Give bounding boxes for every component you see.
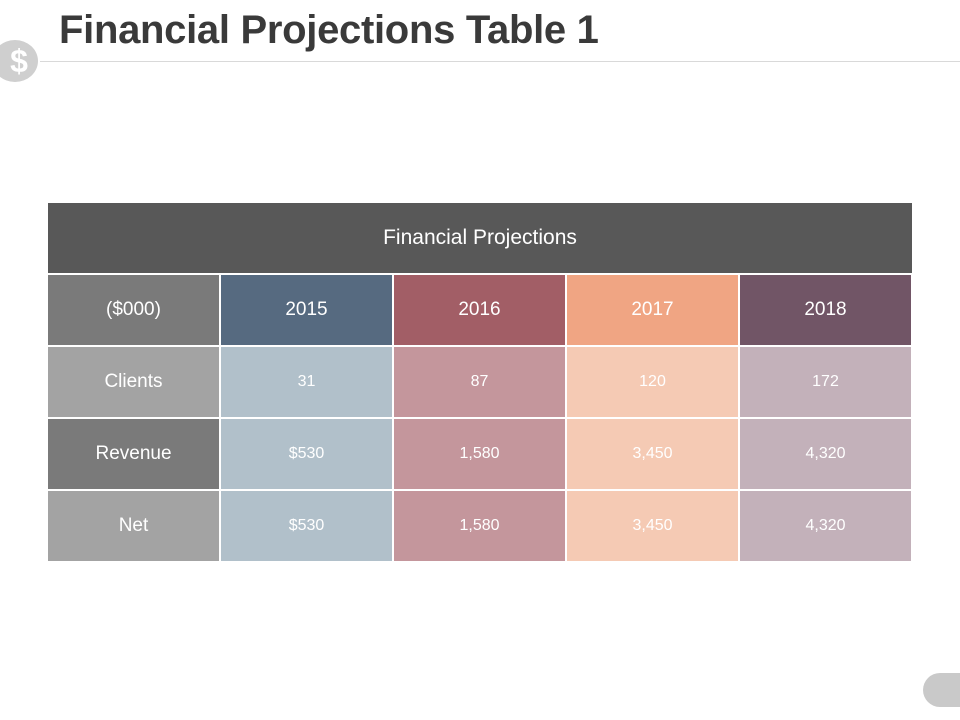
table-cell: 1,580 (394, 491, 565, 561)
table-cell: $530 (221, 419, 392, 489)
table-cell: 4,320 (740, 491, 911, 561)
table-cell: 4,320 (740, 419, 911, 489)
row-label-net: Net (48, 491, 219, 561)
slide-nav-pill[interactable] (923, 673, 960, 707)
page-title: Financial Projections Table 1 (59, 8, 599, 52)
unit-label-cell: ($000) (48, 275, 219, 345)
row-label-clients: Clients (48, 347, 219, 417)
year-cell-2017: 2017 (567, 275, 738, 345)
year-cell-2015: 2015 (221, 275, 392, 345)
table-cell: 1,580 (394, 419, 565, 489)
dollar-badge (0, 40, 38, 82)
table-header: Financial Projections (48, 203, 912, 273)
table-cell: 120 (567, 347, 738, 417)
year-header-row: ($000) 2015 2016 2017 2018 (48, 275, 912, 345)
row-label-revenue: Revenue (48, 419, 219, 489)
financial-projections-table: Financial Projections ($000) 2015 2016 2… (48, 203, 912, 561)
table-cell: 31 (221, 347, 392, 417)
table-cell: $530 (221, 491, 392, 561)
table-row-revenue: Revenue $530 1,580 3,450 4,320 (48, 419, 912, 489)
title-divider (40, 61, 960, 62)
table-cell: 87 (394, 347, 565, 417)
year-cell-2016: 2016 (394, 275, 565, 345)
table-cell: 3,450 (567, 491, 738, 561)
table-cell: 3,450 (567, 419, 738, 489)
table-cell: 172 (740, 347, 911, 417)
table-row-clients: Clients 31 87 120 172 (48, 347, 912, 417)
year-cell-2018: 2018 (740, 275, 911, 345)
dollar-icon: $ (10, 43, 28, 79)
table-row-net: Net $530 1,580 3,450 4,320 (48, 491, 912, 561)
